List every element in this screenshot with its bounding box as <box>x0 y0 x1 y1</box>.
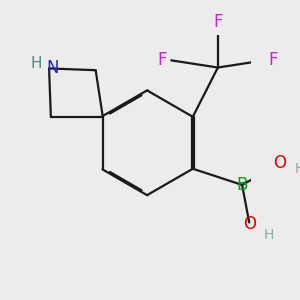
Text: B: B <box>236 176 248 194</box>
Text: H: H <box>31 56 42 71</box>
Text: N: N <box>46 59 59 77</box>
Text: O: O <box>243 215 256 233</box>
Text: F: F <box>213 13 223 31</box>
Text: H: H <box>264 228 274 242</box>
Text: F: F <box>269 51 278 69</box>
Text: O: O <box>273 154 286 172</box>
Text: F: F <box>158 51 167 69</box>
Text: H: H <box>294 162 300 176</box>
